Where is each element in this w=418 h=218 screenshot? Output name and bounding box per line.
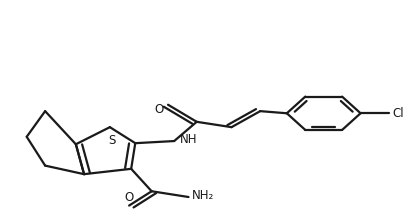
Text: S: S: [108, 134, 116, 146]
Text: O: O: [155, 103, 164, 116]
Text: O: O: [125, 191, 134, 204]
Text: Cl: Cl: [393, 107, 404, 120]
Text: NH₂: NH₂: [192, 189, 214, 203]
Text: NH: NH: [180, 133, 198, 146]
